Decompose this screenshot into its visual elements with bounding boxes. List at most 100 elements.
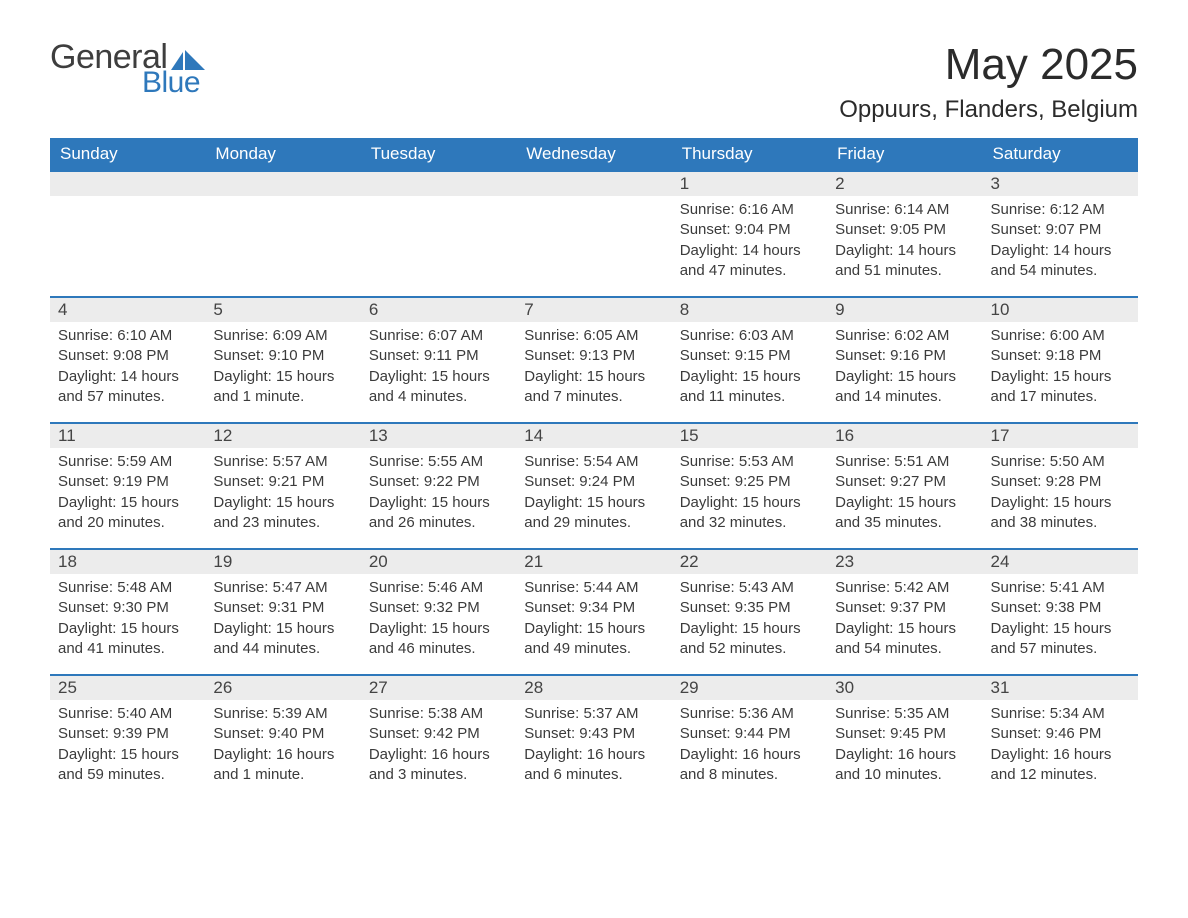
day-body: Sunrise: 6:05 AMSunset: 9:13 PMDaylight:…: [516, 322, 671, 415]
sunset-text: Sunset: 9:34 PM: [524, 598, 663, 618]
calendar-day-cell: 10Sunrise: 6:00 AMSunset: 9:18 PMDayligh…: [983, 296, 1138, 422]
dayheader-thu: Thursday: [672, 138, 827, 170]
sunset-text: Sunset: 9:45 PM: [835, 724, 974, 744]
calendar-week-row: 4Sunrise: 6:10 AMSunset: 9:08 PMDaylight…: [50, 296, 1138, 422]
day-body: Sunrise: 6:16 AMSunset: 9:04 PMDaylight:…: [672, 196, 827, 289]
sunset-text: Sunset: 9:21 PM: [213, 472, 352, 492]
calendar-day-cell: [50, 170, 205, 296]
sunset-text: Sunset: 9:32 PM: [369, 598, 508, 618]
sunset-text: Sunset: 9:24 PM: [524, 472, 663, 492]
day-number: 2: [827, 170, 982, 196]
calendar-day-cell: 4Sunrise: 6:10 AMSunset: 9:08 PMDaylight…: [50, 296, 205, 422]
sunrise-text: Sunrise: 5:44 AM: [524, 578, 663, 598]
sunrise-text: Sunrise: 6:10 AM: [58, 326, 197, 346]
day-number: 5: [205, 296, 360, 322]
sunrise-text: Sunrise: 5:43 AM: [680, 578, 819, 598]
day-body: Sunrise: 5:53 AMSunset: 9:25 PMDaylight:…: [672, 448, 827, 541]
sunset-text: Sunset: 9:25 PM: [680, 472, 819, 492]
sunset-text: Sunset: 9:11 PM: [369, 346, 508, 366]
sunrise-text: Sunrise: 5:35 AM: [835, 704, 974, 724]
calendar-day-cell: 30Sunrise: 5:35 AMSunset: 9:45 PMDayligh…: [827, 674, 982, 800]
calendar-day-cell: 17Sunrise: 5:50 AMSunset: 9:28 PMDayligh…: [983, 422, 1138, 548]
calendar-day-cell: 16Sunrise: 5:51 AMSunset: 9:27 PMDayligh…: [827, 422, 982, 548]
daylight-text: Daylight: 15 hours and 20 minutes.: [58, 493, 197, 534]
sunrise-text: Sunrise: 6:16 AM: [680, 200, 819, 220]
calendar-day-cell: 26Sunrise: 5:39 AMSunset: 9:40 PMDayligh…: [205, 674, 360, 800]
calendar-day-cell: [361, 170, 516, 296]
calendar-day-cell: 28Sunrise: 5:37 AMSunset: 9:43 PMDayligh…: [516, 674, 671, 800]
day-number: 16: [827, 422, 982, 448]
day-body: Sunrise: 5:55 AMSunset: 9:22 PMDaylight:…: [361, 448, 516, 541]
sunrise-text: Sunrise: 5:47 AM: [213, 578, 352, 598]
day-number: 7: [516, 296, 671, 322]
day-number: 25: [50, 674, 205, 700]
sunset-text: Sunset: 9:28 PM: [991, 472, 1130, 492]
daylight-text: Daylight: 15 hours and 26 minutes.: [369, 493, 508, 534]
sunrise-text: Sunrise: 5:41 AM: [991, 578, 1130, 598]
calendar-day-cell: 20Sunrise: 5:46 AMSunset: 9:32 PMDayligh…: [361, 548, 516, 674]
sunset-text: Sunset: 9:22 PM: [369, 472, 508, 492]
sunrise-text: Sunrise: 5:38 AM: [369, 704, 508, 724]
day-body: Sunrise: 5:38 AMSunset: 9:42 PMDaylight:…: [361, 700, 516, 793]
daylight-text: Daylight: 16 hours and 3 minutes.: [369, 745, 508, 786]
day-body: Sunrise: 5:42 AMSunset: 9:37 PMDaylight:…: [827, 574, 982, 667]
sunset-text: Sunset: 9:04 PM: [680, 220, 819, 240]
day-body: [50, 196, 205, 286]
calendar-day-cell: 12Sunrise: 5:57 AMSunset: 9:21 PMDayligh…: [205, 422, 360, 548]
sunrise-text: Sunrise: 5:46 AM: [369, 578, 508, 598]
location-text: Oppuurs, Flanders, Belgium: [839, 96, 1138, 124]
sunset-text: Sunset: 9:35 PM: [680, 598, 819, 618]
daylight-text: Daylight: 15 hours and 41 minutes.: [58, 619, 197, 660]
sunrise-text: Sunrise: 6:05 AM: [524, 326, 663, 346]
dayheader-sun: Sunday: [50, 138, 205, 170]
day-number: 21: [516, 548, 671, 574]
day-body: Sunrise: 5:40 AMSunset: 9:39 PMDaylight:…: [50, 700, 205, 793]
sunset-text: Sunset: 9:18 PM: [991, 346, 1130, 366]
sunset-text: Sunset: 9:27 PM: [835, 472, 974, 492]
day-body: [361, 196, 516, 286]
day-body: Sunrise: 6:00 AMSunset: 9:18 PMDaylight:…: [983, 322, 1138, 415]
sunset-text: Sunset: 9:07 PM: [991, 220, 1130, 240]
calendar-week-row: 25Sunrise: 5:40 AMSunset: 9:39 PMDayligh…: [50, 674, 1138, 800]
logo: General Blue: [50, 40, 207, 98]
calendar-day-cell: 25Sunrise: 5:40 AMSunset: 9:39 PMDayligh…: [50, 674, 205, 800]
calendar-header-row: Sunday Monday Tuesday Wednesday Thursday…: [50, 138, 1138, 170]
sunset-text: Sunset: 9:10 PM: [213, 346, 352, 366]
day-body: Sunrise: 5:34 AMSunset: 9:46 PMDaylight:…: [983, 700, 1138, 793]
daylight-text: Daylight: 15 hours and 52 minutes.: [680, 619, 819, 660]
sunrise-text: Sunrise: 5:37 AM: [524, 704, 663, 724]
day-number: 15: [672, 422, 827, 448]
daylight-text: Daylight: 16 hours and 10 minutes.: [835, 745, 974, 786]
day-body: Sunrise: 6:14 AMSunset: 9:05 PMDaylight:…: [827, 196, 982, 289]
sunrise-text: Sunrise: 5:48 AM: [58, 578, 197, 598]
sunrise-text: Sunrise: 6:00 AM: [991, 326, 1130, 346]
calendar-day-cell: 18Sunrise: 5:48 AMSunset: 9:30 PMDayligh…: [50, 548, 205, 674]
sunset-text: Sunset: 9:16 PM: [835, 346, 974, 366]
day-number: 6: [361, 296, 516, 322]
daylight-text: Daylight: 15 hours and 14 minutes.: [835, 367, 974, 408]
day-number: 14: [516, 422, 671, 448]
calendar-day-cell: [205, 170, 360, 296]
daylight-text: Daylight: 15 hours and 4 minutes.: [369, 367, 508, 408]
sunrise-text: Sunrise: 6:09 AM: [213, 326, 352, 346]
daylight-text: Daylight: 16 hours and 8 minutes.: [680, 745, 819, 786]
logo-text-blue: Blue: [142, 68, 207, 98]
sunrise-text: Sunrise: 5:34 AM: [991, 704, 1130, 724]
calendar-week-row: 1Sunrise: 6:16 AMSunset: 9:04 PMDaylight…: [50, 170, 1138, 296]
calendar-day-cell: 9Sunrise: 6:02 AMSunset: 9:16 PMDaylight…: [827, 296, 982, 422]
sunrise-text: Sunrise: 5:54 AM: [524, 452, 663, 472]
daylight-text: Daylight: 14 hours and 47 minutes.: [680, 241, 819, 282]
calendar-day-cell: 13Sunrise: 5:55 AMSunset: 9:22 PMDayligh…: [361, 422, 516, 548]
calendar-table: Sunday Monday Tuesday Wednesday Thursday…: [50, 138, 1138, 800]
sunset-text: Sunset: 9:39 PM: [58, 724, 197, 744]
calendar-day-cell: 27Sunrise: 5:38 AMSunset: 9:42 PMDayligh…: [361, 674, 516, 800]
day-body: Sunrise: 6:07 AMSunset: 9:11 PMDaylight:…: [361, 322, 516, 415]
sunrise-text: Sunrise: 5:57 AM: [213, 452, 352, 472]
day-number: 10: [983, 296, 1138, 322]
day-body: Sunrise: 6:09 AMSunset: 9:10 PMDaylight:…: [205, 322, 360, 415]
day-number: 13: [361, 422, 516, 448]
daylight-text: Daylight: 15 hours and 57 minutes.: [991, 619, 1130, 660]
sunrise-text: Sunrise: 5:51 AM: [835, 452, 974, 472]
day-body: Sunrise: 5:43 AMSunset: 9:35 PMDaylight:…: [672, 574, 827, 667]
day-number: 26: [205, 674, 360, 700]
